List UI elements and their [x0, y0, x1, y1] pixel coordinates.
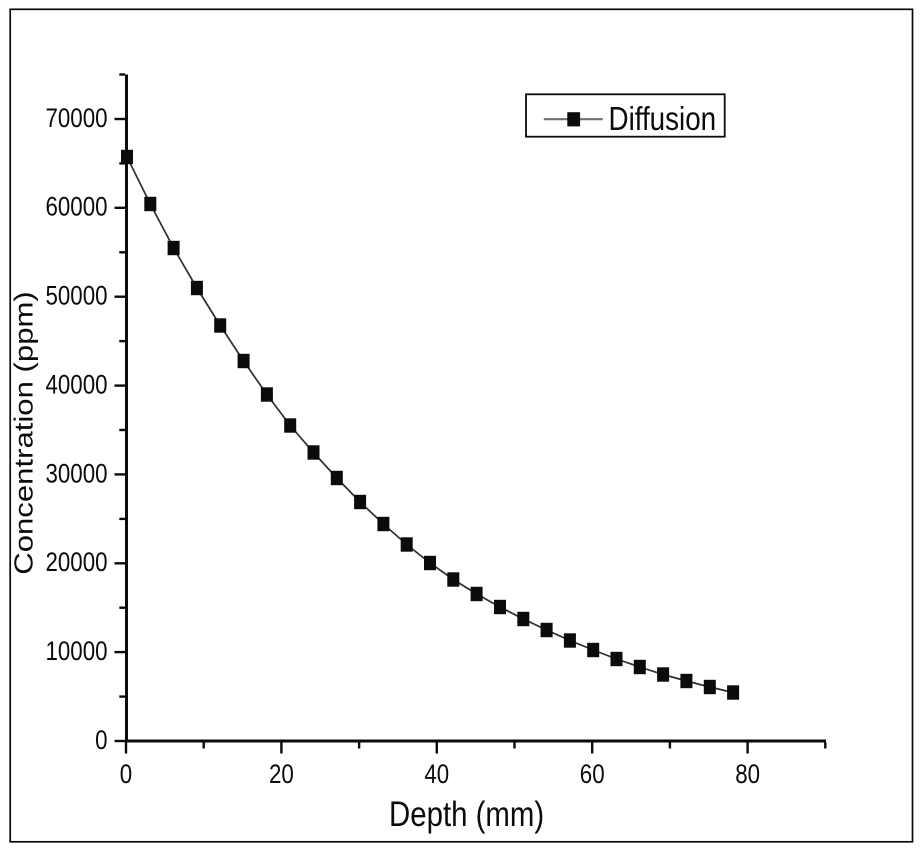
- svg-text:60: 60: [580, 759, 605, 790]
- svg-text:40: 40: [424, 759, 449, 790]
- svg-text:50000: 50000: [46, 281, 108, 312]
- svg-text:80: 80: [735, 759, 760, 790]
- svg-text:30000: 30000: [46, 458, 108, 489]
- svg-text:20000: 20000: [46, 547, 108, 578]
- svg-text:20: 20: [269, 759, 294, 790]
- svg-text:0: 0: [95, 725, 107, 756]
- svg-text:Concentration (ppm): Concentration (ppm): [10, 291, 39, 575]
- svg-text:60000: 60000: [46, 192, 108, 223]
- svg-text:10000: 10000: [46, 636, 108, 667]
- svg-text:70000: 70000: [46, 103, 108, 134]
- svg-text:0: 0: [120, 759, 132, 790]
- svg-text:Diffusion: Diffusion: [609, 99, 717, 137]
- svg-text:Depth (mm): Depth (mm): [389, 795, 544, 834]
- svg-text:40000: 40000: [46, 369, 108, 400]
